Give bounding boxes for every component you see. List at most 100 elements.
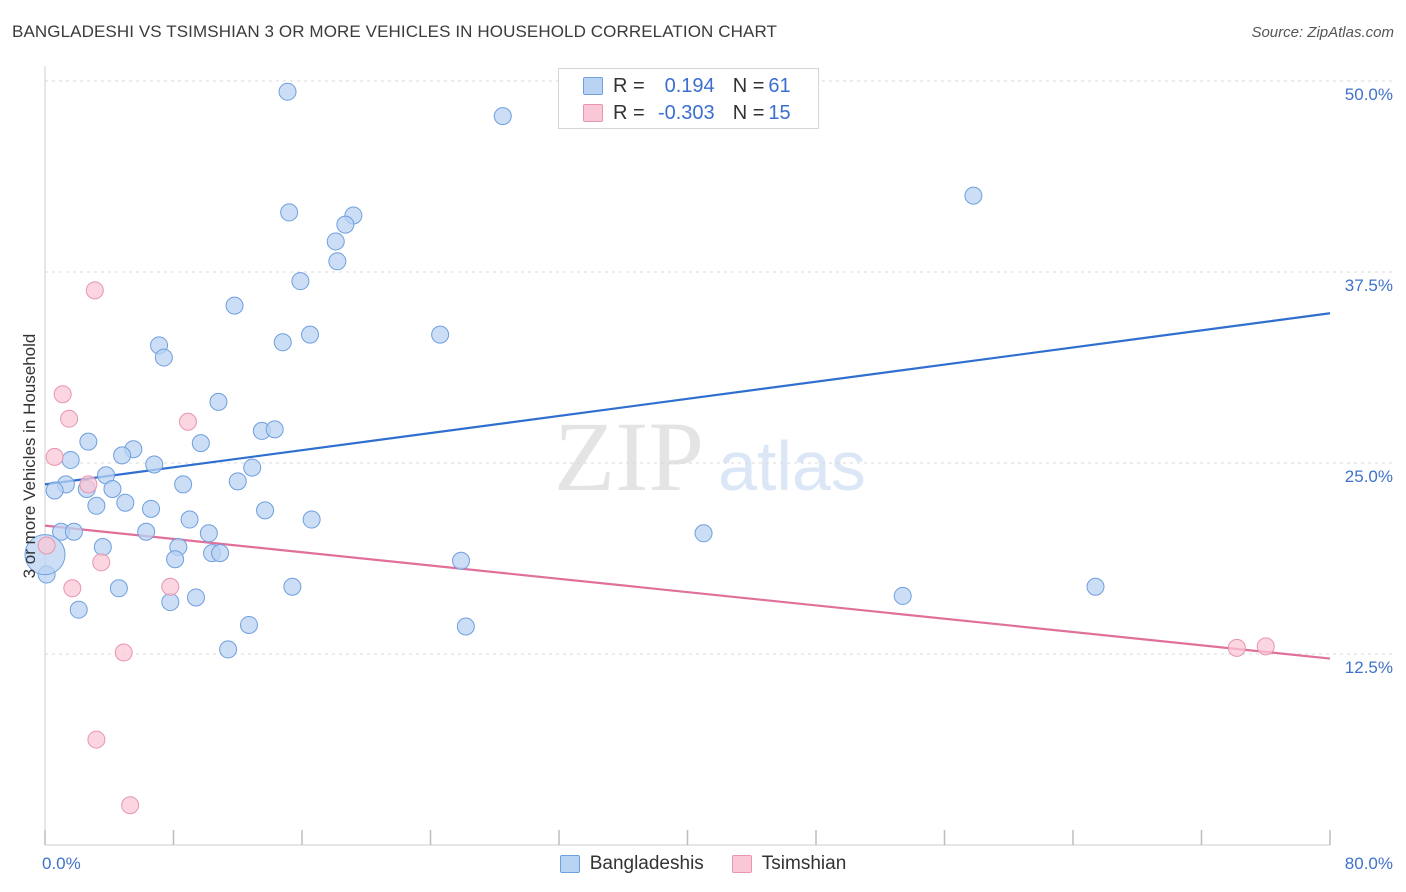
legend-item-bangladeshis[interactable]: Bangladeshis — [559, 853, 704, 875]
bangladeshi-point — [301, 325, 320, 344]
tsimshian-point — [60, 409, 79, 428]
tsimshian-point — [63, 579, 82, 598]
legend-item-tsimshian[interactable]: Tsimshian — [731, 853, 847, 875]
bangladeshi-point — [154, 348, 173, 367]
axes — [44, 66, 1331, 846]
bangladeshi-point — [64, 522, 83, 541]
tsimshian-point — [1227, 638, 1246, 657]
bangladeshi-point — [456, 617, 475, 636]
series-legend: Bangladeshis Tsimshian — [0, 852, 1406, 876]
x-tick-label-min: 0.0% — [42, 854, 81, 873]
bangladeshi-point — [302, 510, 321, 529]
tsimshian-point — [121, 796, 140, 815]
bangladeshi-point — [166, 550, 185, 569]
bangladeshi-point — [326, 232, 345, 251]
y-tick-label: 37.5% — [1345, 276, 1393, 295]
legend-label-tsimshian: Tsimshian — [761, 853, 847, 874]
bangladeshi-point — [211, 544, 230, 563]
bangladeshi-point — [239, 615, 258, 634]
bangladeshi-point — [280, 203, 299, 222]
tsimshian-point — [79, 475, 98, 494]
bangladeshi-point — [893, 586, 912, 605]
chart-source: Source: ZipAtlas.com — [1251, 24, 1394, 41]
tsimshian-point — [85, 281, 104, 300]
watermark-atlas: atlas — [718, 427, 866, 505]
legend-swatch-pink — [731, 855, 752, 873]
data-points — [24, 82, 1275, 815]
tsimshian-point — [178, 412, 197, 431]
legend-swatch-blue — [583, 77, 603, 95]
bangladeshi-point — [199, 524, 218, 543]
legend-r-label: R = — [613, 101, 645, 124]
bangladeshi-point — [142, 499, 161, 518]
bangladeshi-point — [452, 551, 471, 570]
bangladeshi-point — [180, 510, 199, 529]
grid-lines — [45, 80, 1392, 655]
bangladeshi-point — [87, 496, 106, 515]
bangladeshi-point — [174, 475, 193, 494]
bangladeshi-point — [694, 524, 713, 543]
bangladeshi-point — [228, 472, 247, 491]
legend-swatch-blue — [559, 855, 580, 873]
bangladeshi-point — [336, 215, 355, 234]
tsimshian-point — [114, 643, 133, 662]
bangladeshi-point — [431, 325, 450, 344]
bangladeshi-point — [191, 434, 210, 453]
bangladeshi-point — [109, 579, 128, 598]
legend-label-bangladeshis: Bangladeshis — [589, 853, 704, 874]
x-tick-label-max: 80.0% — [1345, 854, 1393, 873]
legend-row-tsimshian: R = -0.303 N = 15 — [583, 101, 791, 125]
bangladeshi-point — [283, 577, 302, 596]
bangladeshi-point — [103, 479, 122, 498]
bangladeshi-point — [964, 186, 983, 205]
bangladeshi-point — [93, 538, 112, 557]
bangladeshi-point — [69, 600, 88, 619]
bangladeshi-point — [493, 107, 512, 126]
bangladeshi-point — [161, 593, 180, 612]
bangladeshi-point — [137, 522, 156, 541]
y-axis-title: 3 or more Vehicles in Household — [20, 333, 39, 579]
legend-n-value: 15 — [768, 101, 791, 124]
bangladeshi-point — [219, 640, 238, 659]
bangladeshi-point — [61, 450, 80, 469]
bangladeshi-point — [145, 455, 164, 474]
bangladeshi-point — [209, 392, 228, 411]
bangladeshi-point — [1086, 577, 1105, 596]
y-tick-label: 50.0% — [1345, 85, 1393, 104]
watermark-zip: ZIP — [554, 401, 704, 512]
bangladeshi-point — [265, 420, 284, 439]
bangladeshi-point — [278, 82, 297, 101]
bangladeshi-point — [291, 272, 310, 291]
tsimshian-point — [53, 385, 72, 404]
bangladeshi-point — [225, 296, 244, 315]
bangladeshi-point — [45, 481, 64, 500]
bangladeshi-point — [273, 333, 292, 352]
bangladeshi-point — [186, 588, 205, 607]
tsimshian-point — [1256, 637, 1275, 656]
bangladeshi-trend-line — [44, 312, 1331, 486]
bangladeshi-point — [116, 493, 135, 512]
tsimshian-trend-line — [44, 524, 1331, 660]
legend-n-label: N = — [732, 74, 765, 97]
legend-r-value: 0.194 — [664, 74, 715, 97]
chart-title: BANGLADESHI VS TSIMSHIAN 3 OR MORE VEHIC… — [12, 22, 777, 41]
bangladeshi-point — [328, 252, 347, 271]
tsimshian-point — [45, 447, 64, 466]
trend-lines — [44, 312, 1331, 660]
legend-swatch-pink — [583, 104, 603, 122]
tsimshian-point — [37, 536, 56, 555]
tick-labels: 50.0% 37.5% 25.0% 12.5% 0.0% 80.0% — [42, 85, 1393, 873]
tsimshian-point — [87, 730, 106, 749]
tsimshian-point — [161, 577, 180, 596]
legend-row-bangladeshis: R = 0.194 N = 61 — [583, 74, 791, 98]
y-tick-label: 12.5% — [1345, 658, 1393, 677]
legend-r-label: R = — [613, 74, 645, 97]
bangladeshi-point — [113, 446, 132, 465]
legend-r-value: -0.303 — [657, 101, 715, 124]
bangladeshi-point — [256, 501, 275, 520]
bangladeshi-point — [243, 458, 262, 477]
legend-n-value: 61 — [768, 74, 791, 97]
bangladeshi-point — [79, 432, 98, 451]
tsimshian-point — [92, 553, 111, 572]
